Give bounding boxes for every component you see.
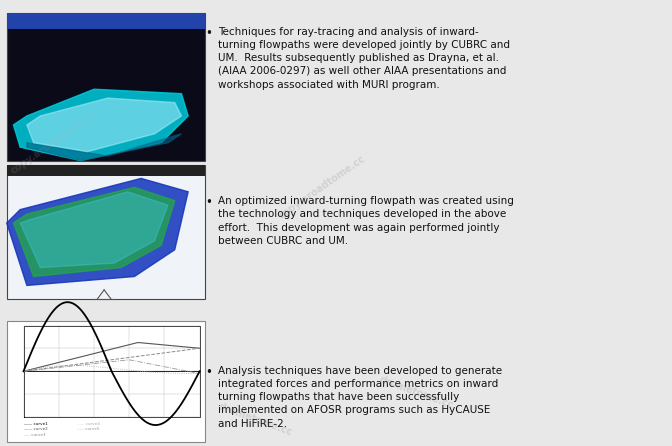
Bar <box>7 321 205 442</box>
Text: -.-.- curve5: -.-.- curve5 <box>77 427 99 431</box>
Text: —— curve1: —— curve1 <box>24 422 47 426</box>
Text: ...... curve4: ...... curve4 <box>77 422 100 426</box>
Text: •: • <box>205 366 212 379</box>
Text: drometome.cc: drometome.cc <box>378 374 455 411</box>
Text: copy.aroadtome.cc: copy.aroadtome.cc <box>278 153 368 221</box>
Polygon shape <box>27 134 181 161</box>
Text: An optimized inward-turning flowpath was created using
the technology and techni: An optimized inward-turning flowpath was… <box>218 196 514 246</box>
Polygon shape <box>13 187 175 277</box>
Text: —— curve2: —— curve2 <box>24 427 47 431</box>
Text: •: • <box>205 196 212 209</box>
Text: •: • <box>205 27 212 40</box>
Text: Analysis techniques have been developed to generate
integrated forces and perfor: Analysis techniques have been developed … <box>218 366 503 429</box>
Text: copy.aroadtome.cc: copy.aroadtome.cc <box>9 109 99 177</box>
Text: ---- curve3: ---- curve3 <box>24 433 45 437</box>
Polygon shape <box>27 98 181 152</box>
Bar <box>7 13 205 161</box>
Text: Techniques for ray-tracing and analysis of inward-
turning flowpaths were develo: Techniques for ray-tracing and analysis … <box>218 27 511 90</box>
Bar <box>7 13 205 29</box>
Bar <box>7 165 205 299</box>
Polygon shape <box>20 192 168 268</box>
Bar <box>7 165 205 176</box>
Text: drometome.cc: drometome.cc <box>217 401 294 438</box>
Polygon shape <box>13 89 188 161</box>
Polygon shape <box>7 178 188 285</box>
